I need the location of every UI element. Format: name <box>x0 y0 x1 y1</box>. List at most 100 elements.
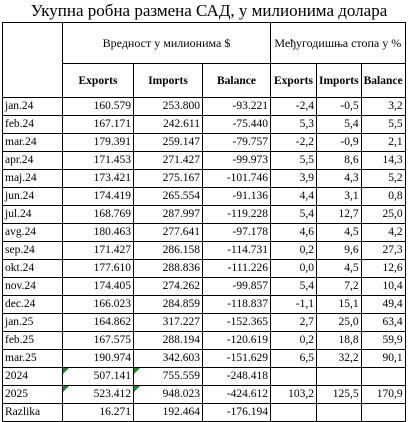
yoy-imports-cell: 4,5 <box>316 259 362 278</box>
row-label: feb.24 <box>2 115 63 134</box>
yoy-balance-cell: 5,2 <box>360 169 406 188</box>
row-label: jan.24 <box>2 97 63 116</box>
balance-cell: -79.757 <box>202 133 271 152</box>
yoy-exports-cell: 5,5 <box>270 151 317 170</box>
table-row: apr.24 171.453 271.427 -99.973 5,5 8,6 14,3 <box>2 151 406 170</box>
balance-cell: -114.731 <box>202 241 271 260</box>
yoy-group-header: Међугодишња стопа у % <box>270 22 406 64</box>
yoy-balance-cell <box>360 403 406 422</box>
table-row: maj.24 173.421 275.167 -101.746 3,9 4,3 5,2 <box>2 169 406 188</box>
table-row: okt.24 177.610 288.836 -111.226 0,0 4,5 12,6 <box>2 259 406 278</box>
yoy-balance-cell: 59,9 <box>360 331 406 350</box>
table-row: sep.24 171.427 286.158 -114.731 0,2 9,6 27,3 <box>2 241 406 260</box>
yoy-imports-cell: 25,0 <box>316 313 362 332</box>
yoy-balance-cell: 5,5 <box>360 115 406 134</box>
table-row: avg.24 180.463 277.641 -97.178 4,6 4,5 4,2 <box>2 223 406 242</box>
yoy-exports-cell <box>270 403 317 422</box>
row-label: apr.24 <box>2 151 63 170</box>
table-row: feb.24 167.171 242.611 -75.440 5,3 5,4 5,5 <box>2 115 406 134</box>
exports-cell: 179.391 <box>62 133 134 152</box>
yoy-balance-cell: 90,1 <box>360 349 406 368</box>
yoy-exports-cell: 0,2 <box>270 241 317 260</box>
row-label: mar.24 <box>2 133 63 152</box>
balance-cell: -91.136 <box>202 187 271 206</box>
row-label: nov.24 <box>2 277 63 296</box>
table-row: jan.25 164.862 317.227 -152.365 2,7 25,0 63,4 <box>2 313 406 332</box>
imports-cell: 277.641 <box>133 223 203 242</box>
yoy-exports-cell: -2,4 <box>270 97 317 116</box>
balance-cell: -111.226 <box>202 259 271 278</box>
row-label: sep.24 <box>2 241 63 260</box>
yoy-exports-cell: -1,1 <box>270 295 317 314</box>
row-label: dec.24 <box>2 295 63 314</box>
yoy-balance-cell: 3,2 <box>360 97 406 116</box>
yoy-exports-header: Exports <box>270 63 317 98</box>
yoy-exports-cell: 4,4 <box>270 187 317 206</box>
balance-cell: -97.178 <box>202 223 271 242</box>
row-label: maj.24 <box>2 169 63 188</box>
table-row: 2025 523.412 948.023 -424.612 103,2 125,5 170,… <box>2 385 406 404</box>
yoy-balance-cell: 0,8 <box>360 187 406 206</box>
imports-cell: 274.262 <box>133 277 203 296</box>
exports-cell: 167.575 <box>62 331 134 350</box>
yoy-exports-cell: 5,3 <box>270 115 317 134</box>
exports-cell: 168.769 <box>62 205 134 224</box>
exports-cell: 160.579 <box>62 97 134 116</box>
yoy-balance-cell: 25,0 <box>360 205 406 224</box>
yoy-imports-cell <box>316 367 362 386</box>
imports-cell: 287.997 <box>133 205 203 224</box>
table-title: Укупна робна размена САД, у милионима до… <box>30 1 388 20</box>
imports-cell: 275.167 <box>133 169 203 188</box>
yoy-exports-cell: 4,6 <box>270 223 317 242</box>
yoy-exports-cell: 103,2 <box>270 385 317 404</box>
yoy-imports-header: Imports <box>316 63 362 98</box>
balance-cell: -248.418 <box>202 367 271 386</box>
imports-cell: 288.836 <box>133 259 203 278</box>
imports-cell: 948.023 <box>133 385 203 404</box>
exports-cell: 507.141 <box>62 367 134 386</box>
row-label: jul.24 <box>2 205 63 224</box>
yoy-balance-header: Balance <box>360 63 406 98</box>
table-row: feb.25 167.575 288.194 -120.619 0,2 18,8 59,9 <box>2 331 406 350</box>
exports-cell: 180.463 <box>62 223 134 242</box>
yoy-exports-cell: 6,5 <box>270 349 317 368</box>
yoy-balance-cell: 2,1 <box>360 133 406 152</box>
exports-cell: 16.271 <box>62 403 134 422</box>
value-group-header: Вредност у милионима $ <box>62 22 271 64</box>
yoy-imports-cell: 12,7 <box>316 205 362 224</box>
imports-cell: 755.559 <box>133 367 203 386</box>
exports-cell: 164.862 <box>62 313 134 332</box>
corner-cell <box>2 22 63 98</box>
yoy-exports-cell <box>270 367 317 386</box>
balance-cell: -152.365 <box>202 313 271 332</box>
table-row: Razlika 16.271 192.464 -176.194 <box>2 403 406 422</box>
yoy-imports-cell: 9,6 <box>316 241 362 260</box>
yoy-imports-cell: 4,3 <box>316 169 362 188</box>
balance-cell: -176.194 <box>202 403 271 422</box>
balance-header: Balance <box>202 63 271 98</box>
yoy-balance-cell: 63,4 <box>360 313 406 332</box>
yoy-exports-cell: 2,7 <box>270 313 317 332</box>
yoy-imports-cell: 8,6 <box>316 151 362 170</box>
yoy-exports-cell: 5,4 <box>270 277 317 296</box>
table-row: mar.25 190.974 342.603 -151.629 6,5 32,2 90,1 <box>2 349 406 368</box>
row-label: mar.25 <box>2 349 63 368</box>
imports-cell: 286.158 <box>133 241 203 260</box>
imports-cell: 242.611 <box>133 115 203 134</box>
yoy-balance-cell: 49,4 <box>360 295 406 314</box>
exports-cell: 177.610 <box>62 259 134 278</box>
imports-cell: 271.427 <box>133 151 203 170</box>
table-row: jul.24 168.769 287.997 -119.228 5,4 12,7 25,0 <box>2 205 406 224</box>
table-row: jan.24 160.579 253.800 -93.221 -2,4 -0,5 3,2 <box>2 97 406 116</box>
imports-cell: 284.859 <box>133 295 203 314</box>
balance-cell: -75.440 <box>202 115 271 134</box>
imports-cell: 265.554 <box>133 187 203 206</box>
table-row: dec.24 166.023 284.859 -118.837 -1,1 15,1 49,4 <box>2 295 406 314</box>
exports-header: Exports <box>62 63 134 98</box>
balance-cell: -118.837 <box>202 295 271 314</box>
exports-cell: 190.974 <box>62 349 134 368</box>
table-row: jun.24 174.419 265.554 -91.136 4,4 3,1 0,8 <box>2 187 406 206</box>
yoy-exports-cell: -2,2 <box>270 133 317 152</box>
yoy-imports-cell: 3,1 <box>316 187 362 206</box>
yoy-balance-cell: 170,9 <box>360 385 406 404</box>
